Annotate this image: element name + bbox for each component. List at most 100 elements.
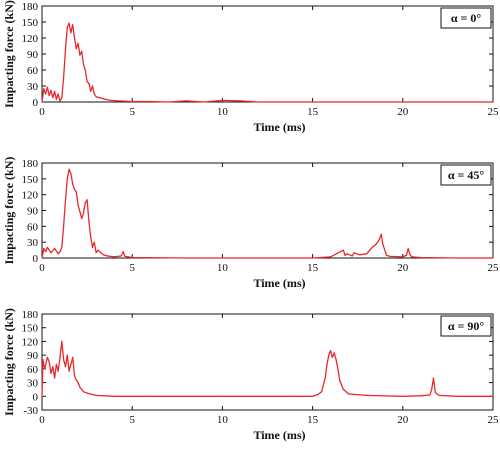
x-tick-label: 0 <box>39 106 45 118</box>
data-point <box>90 236 92 238</box>
data-point <box>257 257 260 259</box>
data-point <box>375 244 377 246</box>
data-point <box>52 97 54 99</box>
data-point <box>73 188 76 190</box>
data-point <box>110 99 112 101</box>
chart-panel-0: 0 30 60 90 120 150 180 0 5 10 15 20 25 Time (ms) Impac… <box>2 0 499 134</box>
x-tick-label: 20 <box>397 414 409 426</box>
x-tick-label: 10 <box>217 262 229 274</box>
x-tick-label: 10 <box>217 414 229 426</box>
data-point <box>113 395 115 397</box>
data-point <box>185 100 187 102</box>
data-point <box>328 354 330 356</box>
data-point <box>70 363 72 365</box>
data-point <box>75 191 77 193</box>
data-point <box>407 247 409 250</box>
y-tick-label: 120 <box>22 33 39 45</box>
data-point <box>41 257 43 259</box>
data-point <box>77 382 79 384</box>
data-point <box>330 350 332 352</box>
data-point <box>59 100 61 102</box>
data-point <box>378 238 380 241</box>
data-point <box>104 98 106 100</box>
y-tick-label: 0 <box>33 391 39 403</box>
data-point <box>348 393 350 395</box>
data-point <box>84 202 86 204</box>
x-tick-label: 10 <box>217 106 229 118</box>
data-point <box>68 168 70 170</box>
data-point <box>91 393 94 396</box>
y-tick-label: 30 <box>27 81 39 93</box>
data-point <box>432 377 435 379</box>
y-axis-title: Impacting force (kN) <box>2 0 16 108</box>
x-tick-label: 15 <box>307 414 319 426</box>
data-point <box>82 391 85 393</box>
x-tick-label: 25 <box>488 262 500 274</box>
data-point <box>50 252 52 254</box>
data-point <box>402 395 404 397</box>
x-tick-label: 0 <box>39 262 45 274</box>
y-tick-label: 180 <box>22 1 39 13</box>
data-point <box>402 101 404 103</box>
data-point <box>122 251 124 253</box>
data-point <box>366 394 368 396</box>
data-point <box>337 368 339 370</box>
data-point <box>66 26 68 28</box>
x-tick-label: 15 <box>307 106 319 118</box>
data-point <box>82 212 85 214</box>
data-point <box>63 359 65 361</box>
x-axis-title: Time (ms) <box>253 428 305 442</box>
data-point <box>95 252 97 254</box>
data-point <box>99 97 101 99</box>
data-point <box>45 93 47 95</box>
data-point <box>88 82 90 84</box>
data-point <box>120 255 122 257</box>
x-tick-label: 0 <box>39 414 45 426</box>
data-point <box>63 225 65 227</box>
data-point <box>93 93 95 95</box>
series-line <box>41 340 493 397</box>
data-point <box>81 50 83 52</box>
data-point <box>57 93 59 95</box>
legend-box <box>440 7 492 29</box>
data-point <box>185 257 187 259</box>
y-tick-label: 30 <box>27 378 39 390</box>
data-point <box>84 69 86 71</box>
data-point <box>346 253 348 255</box>
x-tick-label: 5 <box>129 414 135 426</box>
data-point <box>44 368 46 370</box>
data-point <box>79 211 81 213</box>
data-point <box>72 24 74 26</box>
data-point <box>492 257 494 259</box>
data-point <box>106 255 108 257</box>
data-point <box>79 54 81 56</box>
x-tick-label: 25 <box>488 414 500 426</box>
x-axis-title: Time (ms) <box>253 120 305 134</box>
data-point <box>73 375 76 377</box>
data-point <box>221 395 223 397</box>
plot-frame <box>41 162 494 259</box>
data-point <box>61 97 63 99</box>
data-point <box>54 90 56 92</box>
data-point <box>82 64 85 66</box>
legend-label: α = 90° <box>448 319 485 333</box>
data-point <box>405 254 407 256</box>
data-point <box>167 101 169 103</box>
data-point <box>409 254 411 256</box>
data-point <box>371 246 373 248</box>
data-point <box>64 48 67 50</box>
data-point <box>90 90 92 92</box>
data-point <box>203 101 205 103</box>
x-tick-label: 5 <box>129 106 135 118</box>
data-point <box>54 377 56 379</box>
data-point <box>358 254 361 256</box>
data-point <box>41 395 43 397</box>
y-tick-label: 120 <box>22 336 39 348</box>
data-point <box>124 255 126 257</box>
data-point <box>402 256 404 258</box>
data-point <box>113 256 115 258</box>
data-point <box>68 22 70 24</box>
data-point <box>438 394 440 396</box>
data-point <box>353 252 355 254</box>
